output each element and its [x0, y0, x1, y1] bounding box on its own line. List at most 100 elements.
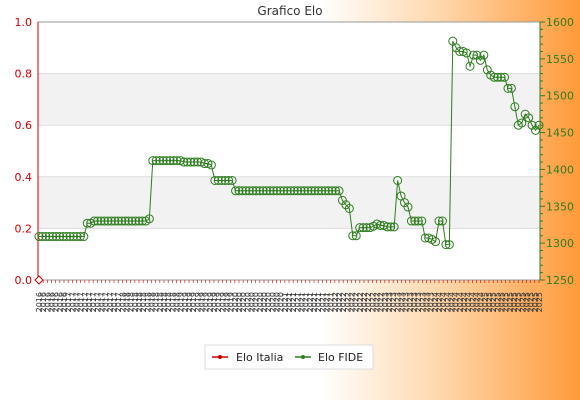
data-point-elo-fide[interactable] — [182, 157, 192, 167]
data-point-elo-fide[interactable] — [144, 214, 154, 224]
data-point-elo-fide[interactable] — [320, 186, 330, 196]
data-point-elo-fide[interactable] — [55, 232, 65, 242]
data-point-elo-fide[interactable] — [234, 186, 244, 196]
data-point-elo-fide[interactable] — [158, 156, 168, 166]
data-point-elo-fide[interactable] — [331, 186, 341, 196]
data-point-elo-fide[interactable] — [251, 186, 261, 196]
data-point-elo-fide[interactable] — [313, 186, 323, 196]
data-point-elo-fide[interactable] — [165, 156, 175, 166]
data-point-elo-fide[interactable] — [244, 186, 254, 196]
data-point-elo-fide[interactable] — [37, 232, 47, 242]
data-point-elo-fide[interactable] — [496, 72, 506, 82]
data-point-elo-fide[interactable] — [324, 186, 334, 196]
data-point-elo-fide[interactable] — [155, 156, 165, 166]
data-point-elo-fide[interactable] — [406, 216, 416, 226]
data-point-elo-fide[interactable] — [100, 216, 110, 226]
data-point-elo-fide[interactable] — [524, 113, 534, 123]
data-point-elo-fide[interactable] — [231, 186, 241, 196]
data-point-elo-fide[interactable] — [103, 216, 113, 226]
data-point-elo-fide[interactable] — [317, 186, 327, 196]
data-point-elo-italia[interactable] — [34, 275, 44, 285]
data-point-elo-fide[interactable] — [465, 61, 475, 71]
data-point-elo-fide[interactable] — [303, 186, 313, 196]
data-point-elo-fide[interactable] — [137, 216, 147, 226]
data-point-elo-fide[interactable] — [510, 102, 520, 112]
data-point-elo-fide[interactable] — [227, 175, 237, 185]
data-point-elo-fide[interactable] — [534, 120, 544, 130]
data-point-elo-fide[interactable] — [296, 186, 306, 196]
data-point-elo-fide[interactable] — [72, 232, 82, 242]
data-point-elo-fide[interactable] — [65, 232, 75, 242]
data-point-elo-fide[interactable] — [362, 223, 372, 233]
data-point-elo-fide[interactable] — [420, 233, 430, 243]
data-point-elo-fide[interactable] — [58, 232, 68, 242]
data-point-elo-fide[interactable] — [348, 231, 358, 241]
data-point-elo-fide[interactable] — [441, 240, 451, 250]
data-point-elo-fide[interactable] — [206, 160, 216, 170]
data-point-elo-fide[interactable] — [255, 186, 265, 196]
data-point-elo-fide[interactable] — [113, 216, 123, 226]
data-point-elo-fide[interactable] — [500, 72, 510, 82]
data-point-elo-fide[interactable] — [344, 203, 354, 213]
data-point-elo-fide[interactable] — [89, 216, 99, 226]
data-point-elo-fide[interactable] — [262, 186, 272, 196]
data-point-elo-fide[interactable] — [110, 216, 120, 226]
data-point-elo-fide[interactable] — [248, 186, 258, 196]
data-point-elo-fide[interactable] — [134, 216, 144, 226]
data-point-elo-fide[interactable] — [286, 186, 296, 196]
data-point-elo-fide[interactable] — [382, 222, 392, 232]
data-point-elo-fide[interactable] — [48, 232, 58, 242]
data-point-elo-fide[interactable] — [117, 216, 127, 226]
data-point-elo-fide[interactable] — [93, 216, 103, 226]
data-point-elo-fide[interactable] — [120, 216, 130, 226]
data-point-elo-fide[interactable] — [444, 240, 454, 250]
data-point-elo-fide[interactable] — [179, 157, 189, 167]
data-point-elo-fide[interactable] — [124, 216, 134, 226]
data-point-elo-fide[interactable] — [410, 216, 420, 226]
data-point-elo-fide[interactable] — [375, 220, 385, 230]
data-point-elo-fide[interactable] — [148, 156, 158, 166]
data-point-elo-fide[interactable] — [275, 186, 285, 196]
legend-item-elo-italia[interactable]: Elo Italia — [212, 351, 283, 364]
data-point-elo-fide[interactable] — [327, 186, 337, 196]
data-point-elo-fide[interactable] — [479, 50, 489, 60]
data-point-elo-fide[interactable] — [220, 175, 230, 185]
data-point-elo-fide[interactable] — [468, 50, 478, 60]
data-point-elo-fide[interactable] — [434, 216, 444, 226]
data-point-elo-fide[interactable] — [268, 186, 278, 196]
data-point-elo-fide[interactable] — [334, 186, 344, 196]
data-point-elo-fide[interactable] — [210, 175, 220, 185]
data-point-elo-fide[interactable] — [493, 72, 503, 82]
data-point-elo-fide[interactable] — [455, 46, 465, 56]
data-point-elo-fide[interactable] — [355, 223, 365, 233]
data-point-elo-fide[interactable] — [437, 216, 447, 226]
data-point-elo-fide[interactable] — [162, 156, 172, 166]
data-point-elo-fide[interactable] — [224, 175, 234, 185]
data-point-elo-fide[interactable] — [393, 175, 403, 185]
data-point-elo-fide[interactable] — [403, 202, 413, 212]
data-point-elo-fide[interactable] — [131, 216, 141, 226]
data-point-elo-fide[interactable] — [258, 186, 268, 196]
data-point-elo-fide[interactable] — [431, 237, 441, 247]
data-point-elo-fide[interactable] — [413, 216, 423, 226]
data-point-elo-fide[interactable] — [358, 223, 368, 233]
data-point-elo-fide[interactable] — [189, 157, 199, 167]
data-point-elo-fide[interactable] — [41, 232, 51, 242]
data-point-elo-fide[interactable] — [200, 159, 210, 169]
data-point-elo-fide[interactable] — [300, 186, 310, 196]
legend-item-elo-fide[interactable]: Elo FIDE — [295, 351, 363, 364]
data-point-elo-fide[interactable] — [462, 48, 472, 58]
data-point-elo-fide[interactable] — [506, 83, 516, 93]
data-point-elo-fide[interactable] — [293, 186, 303, 196]
data-point-elo-fide[interactable] — [62, 232, 72, 242]
data-point-elo-fide[interactable] — [186, 157, 196, 167]
data-point-elo-fide[interactable] — [489, 72, 499, 82]
data-point-elo-fide[interactable] — [213, 175, 223, 185]
data-point-elo-fide[interactable] — [75, 232, 85, 242]
data-point-elo-fide[interactable] — [272, 186, 282, 196]
data-point-elo-fide[interactable] — [51, 232, 61, 242]
data-point-elo-fide[interactable] — [172, 156, 182, 166]
data-point-elo-fide[interactable] — [306, 186, 316, 196]
data-point-elo-fide[interactable] — [351, 231, 361, 241]
data-point-elo-fide[interactable] — [237, 186, 247, 196]
